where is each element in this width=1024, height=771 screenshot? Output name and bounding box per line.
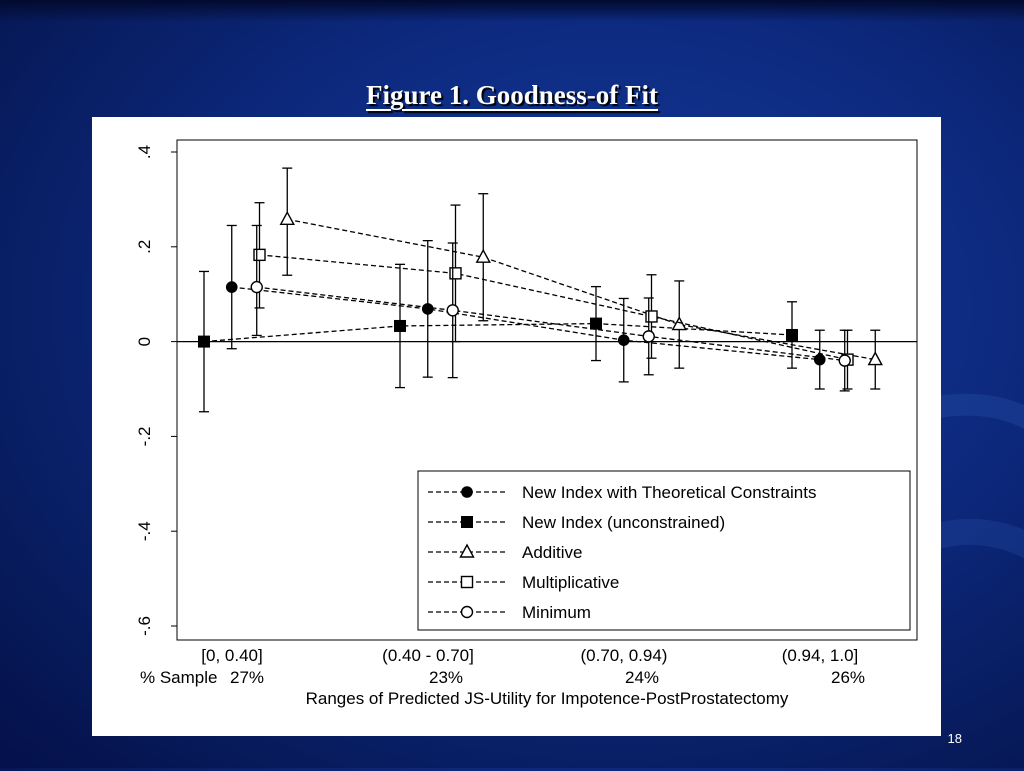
x-axis-title: Ranges of Predicted JS-Utility for Impot… <box>306 689 789 708</box>
data-point <box>813 353 826 366</box>
legend-entry: Multiplicative <box>428 573 619 592</box>
sample-row-label: % Sample <box>140 668 217 687</box>
legend-label: Multiplicative <box>522 573 619 592</box>
legend: New Index with Theoretical Constraints Ne… <box>417 470 911 631</box>
legend-marker <box>461 486 473 498</box>
series-minimum <box>250 224 851 392</box>
x-category-label: (0.94, 1.0] <box>782 646 859 665</box>
data-point <box>250 280 263 294</box>
x-category-label: (0.40 - 0.70] <box>382 646 474 665</box>
page-number: 18 <box>947 731 962 746</box>
y-tick-label: .4 <box>135 145 154 159</box>
data-point <box>253 248 266 262</box>
data-point <box>671 316 687 331</box>
data-point <box>421 303 434 315</box>
data-point <box>786 328 798 341</box>
legend-marker <box>459 543 475 558</box>
data-point <box>475 248 491 263</box>
y-tick-label: .2 <box>135 240 154 254</box>
x-sample-percent-label: 26% <box>831 668 865 687</box>
series-additive <box>279 167 883 390</box>
data-point <box>225 281 238 293</box>
series-line <box>256 286 845 362</box>
data-point <box>617 334 630 346</box>
series-line <box>203 322 793 343</box>
x-category-label: [0, 0.40] <box>201 646 262 665</box>
legend-box <box>417 470 911 631</box>
data-point <box>642 330 655 343</box>
legend-label: Minimum <box>522 603 591 622</box>
legend-entry: New Index with Theoretical Constraints <box>428 483 817 502</box>
data-point <box>449 267 462 280</box>
data-point <box>279 210 295 226</box>
series-layer <box>198 167 883 413</box>
data-point <box>590 317 602 330</box>
legend-entry: New Index (unconstrained) <box>428 513 725 532</box>
legend-label: Additive <box>522 543 582 562</box>
data-point <box>198 335 210 348</box>
y-tick-label: 0 <box>135 337 154 346</box>
y-tick-label: -.2 <box>135 426 154 446</box>
x-sample-percent-label: 23% <box>429 668 463 687</box>
legend-entry: Additive <box>428 543 582 562</box>
y-axis: .4 .2 0 -.2 -.4 -.6 <box>135 145 177 636</box>
top-shadow-band <box>0 0 1024 22</box>
legend-entries: New Index with Theoretical Constraints Ne… <box>428 483 817 622</box>
goodness-of-fit-chart: .4 .2 0 -.2 -.4 -.6 [0, 0.40] 27% (0.40 - 0.70]… <box>135 139 918 708</box>
x-axis: [0, 0.40] 27% (0.40 - 0.70] 23% (0.70, 0.94)… <box>201 646 865 687</box>
legend-marker <box>460 605 474 619</box>
legend-marker <box>461 516 473 528</box>
series-line <box>259 254 848 361</box>
series-line <box>287 218 876 361</box>
legend-label: New Index (unconstrained) <box>522 513 725 532</box>
x-sample-percent-label: 27% <box>230 668 264 687</box>
figure-panel: .4 .2 0 -.2 -.4 -.6 [0, 0.40] 27% (0.40 - 0.70]… <box>92 117 941 736</box>
data-point <box>645 310 658 323</box>
data-point <box>838 354 851 367</box>
series-new-index-unconstrained <box>198 263 798 413</box>
legend-label: New Index with Theoretical Constraints <box>522 483 817 502</box>
legend-marker <box>460 575 474 589</box>
data-point <box>867 351 883 366</box>
slide-title: Figure 1. Goodness-of Fit <box>366 80 658 110</box>
legend-entry: Minimum <box>428 603 591 622</box>
x-sample-percent-label: 24% <box>625 668 659 687</box>
x-category-label: (0.70, 0.94) <box>581 646 668 665</box>
y-tick-label: -.6 <box>135 616 154 636</box>
y-tick-label: -.4 <box>135 521 154 541</box>
data-point <box>446 304 459 317</box>
data-point <box>394 319 406 332</box>
